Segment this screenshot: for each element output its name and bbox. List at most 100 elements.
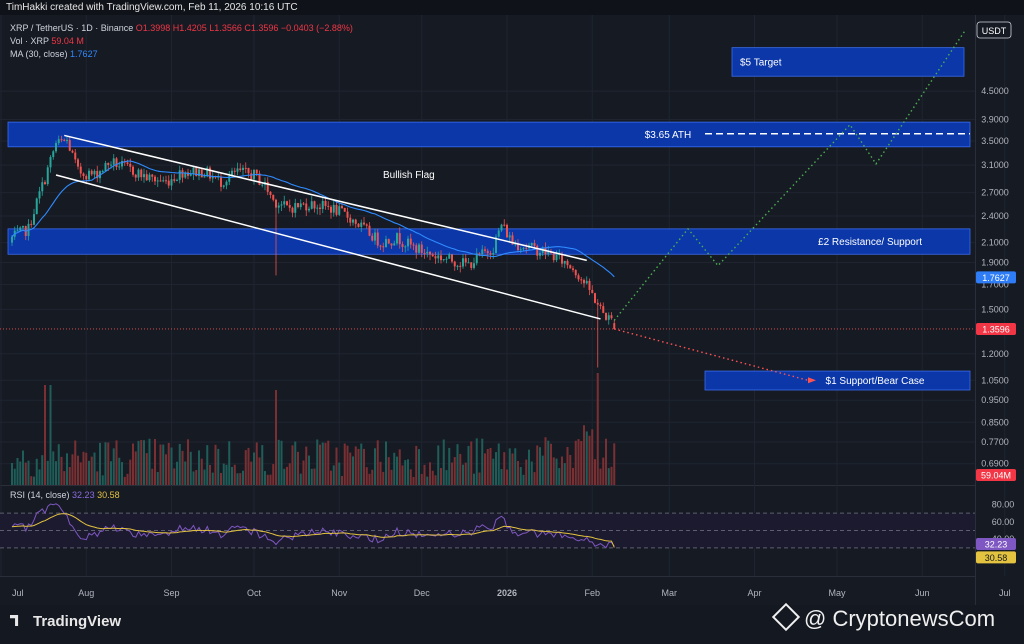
volume-bar [187, 439, 189, 485]
candle-body [299, 203, 302, 208]
volume-bar [82, 451, 85, 485]
candle-body [566, 260, 569, 266]
volume-bar [129, 459, 132, 485]
candle-body [283, 201, 286, 205]
candle-body [184, 172, 187, 178]
volume-bar [16, 457, 19, 485]
volume-bar [324, 442, 327, 485]
candle-body [178, 170, 181, 180]
volume-bar [181, 450, 184, 485]
volume-bar [99, 442, 101, 485]
candle-body [90, 170, 93, 175]
candle-body [189, 173, 192, 176]
volume-bar [412, 476, 415, 485]
rsi-tick-label: 80.00 [992, 499, 1015, 509]
volume-bar [46, 460, 49, 485]
candle-body [343, 207, 346, 212]
volume-bar [544, 437, 547, 485]
candles [11, 135, 616, 368]
volume-bar [35, 458, 38, 485]
candle-body [607, 315, 610, 320]
candle-body [261, 184, 264, 186]
candle-body [335, 204, 338, 215]
volume-bar [214, 444, 217, 485]
price-tick-label: 2.7000 [981, 188, 1009, 198]
time-tick-label: Aug [78, 588, 94, 598]
candle-body [60, 139, 63, 141]
price-tick-label: 3.9000 [981, 115, 1009, 125]
candle-body [82, 173, 85, 177]
volume-bar [431, 470, 434, 485]
volume-bar [200, 458, 203, 485]
volume-bar [341, 475, 343, 485]
candle-body [412, 244, 415, 246]
volume-bar [558, 468, 561, 485]
volume-bar [489, 447, 492, 485]
price-chart[interactable]: Jul Aug Sep Oct Nov Dec 2026 Feb Mar Apr May Jun Jul… [0, 0, 1024, 605]
candle-body [305, 203, 308, 211]
volume-bar [475, 438, 478, 485]
volume-bar [79, 462, 82, 485]
candle-body [44, 182, 46, 185]
candle-body [574, 269, 577, 276]
candle-body [16, 230, 19, 232]
candle-body [110, 164, 112, 166]
volume-bar [566, 446, 569, 485]
volume-bar [88, 460, 90, 485]
volume-bar [423, 464, 426, 485]
volume-bar [247, 447, 250, 485]
volume-bar [253, 452, 255, 485]
candle-body [429, 251, 431, 255]
candle-body [613, 323, 616, 329]
author-credit: @ CryptonewsCom [771, 602, 995, 632]
candle-body [49, 156, 52, 168]
volume-value: 59.04 M [51, 36, 84, 46]
volume-bar [451, 462, 453, 485]
price-tick-label: 0.8500 [981, 417, 1009, 427]
volume-bar [244, 450, 247, 485]
volume-bar [594, 459, 596, 485]
volume-bar [63, 471, 66, 485]
candle-body [470, 262, 473, 268]
ma30-line [11, 160, 615, 278]
volume-bar [255, 442, 258, 485]
candle-body [497, 230, 500, 237]
candle-body [327, 205, 330, 207]
rsi-ma-line [11, 513, 615, 548]
candle-body [195, 167, 198, 177]
volume-bar [269, 474, 272, 485]
candle-body [434, 256, 437, 259]
candle-body [107, 162, 110, 166]
tradingview-logo[interactable]: TradingView [10, 613, 121, 630]
footer-bar [0, 605, 1024, 644]
candle-body [30, 223, 33, 225]
price-tick-label: 2.1000 [981, 238, 1009, 248]
candle-body [129, 163, 132, 167]
volume-bar [112, 448, 115, 485]
volume-bar [596, 373, 599, 485]
tradingview-logo-text: TradingView [33, 613, 122, 630]
volume-bar [126, 473, 129, 485]
candle-body [220, 176, 222, 187]
volume-bar [291, 445, 294, 485]
candle-body [143, 174, 145, 178]
candle-body [489, 253, 492, 255]
candle-body [77, 159, 79, 167]
volume-bar [66, 453, 68, 485]
time-tick-label: May [828, 588, 846, 598]
candle-body [415, 245, 418, 253]
candle-body [418, 244, 420, 253]
candle-body [602, 306, 605, 313]
volume-bar [492, 458, 495, 485]
bull-projection [613, 30, 966, 321]
candle-body [511, 235, 514, 245]
volume-bar [503, 452, 506, 485]
volume-bar [184, 461, 187, 485]
volume-bar [473, 473, 475, 485]
candle-body [605, 312, 607, 320]
volume-bar [57, 444, 60, 485]
plot-background [0, 15, 1024, 605]
volume-bar [511, 453, 514, 485]
volume-bar [541, 455, 544, 485]
candle-body [365, 224, 368, 226]
